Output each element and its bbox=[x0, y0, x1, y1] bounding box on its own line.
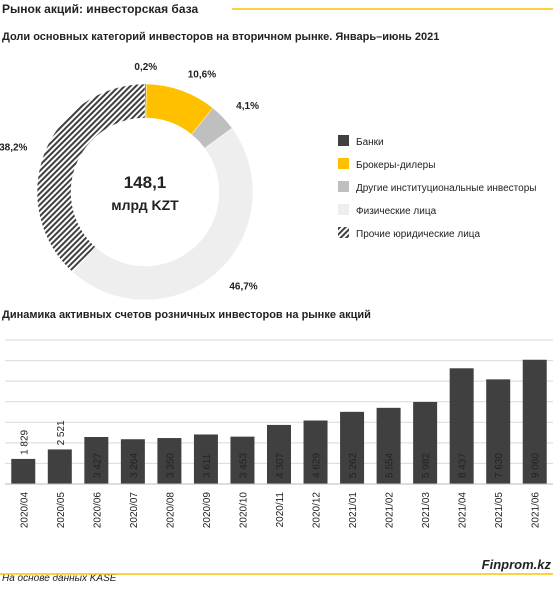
value-label: 7 630 bbox=[494, 453, 505, 478]
pie-slice bbox=[72, 127, 254, 301]
legend-label: Физические лица bbox=[356, 206, 437, 217]
value-label: 3 427 bbox=[92, 453, 103, 478]
bar bbox=[193, 434, 218, 484]
bar bbox=[449, 368, 474, 484]
bar bbox=[47, 449, 72, 484]
value-label: 4,1% bbox=[236, 101, 259, 112]
bar bbox=[267, 424, 291, 484]
legend-swatch bbox=[338, 227, 349, 238]
x-tick-label: 2021/02 bbox=[385, 492, 396, 529]
value-label: 10,6% bbox=[188, 69, 216, 80]
x-tick-label: 2020/12 bbox=[312, 492, 323, 529]
bar bbox=[230, 436, 255, 484]
value-label: 38,2% bbox=[0, 143, 28, 154]
x-tick-label: 2021/03 bbox=[421, 492, 432, 529]
legend-swatch bbox=[338, 204, 349, 215]
value-label: 5 262 bbox=[348, 453, 359, 478]
legend-label: Другие институциональные инвесторы bbox=[356, 183, 536, 194]
legend-swatch bbox=[338, 181, 349, 192]
value-label: 5 554 bbox=[385, 453, 396, 478]
x-tick-label: 2021/01 bbox=[348, 492, 359, 529]
pie-slice bbox=[36, 83, 146, 273]
value-label: 3 453 bbox=[238, 453, 249, 478]
x-tick-label: 2020/10 bbox=[238, 492, 249, 529]
value-label: 4 307 bbox=[275, 453, 286, 478]
bar bbox=[84, 437, 109, 484]
x-tick-label: 2021/05 bbox=[494, 492, 505, 529]
value-label: 4 629 bbox=[312, 453, 323, 478]
legend-label: Брокеры-дилеры bbox=[356, 160, 435, 171]
value-label: 46,7% bbox=[229, 282, 257, 293]
value-label: 0,2% bbox=[134, 62, 157, 73]
value-label: 2 521 bbox=[56, 420, 67, 445]
bar bbox=[157, 438, 182, 484]
bar bbox=[522, 359, 547, 484]
x-tick-label: 2020/04 bbox=[19, 492, 30, 529]
bar bbox=[11, 458, 36, 484]
legend-label: Банки bbox=[356, 137, 384, 148]
bar bbox=[120, 439, 145, 484]
value-label: 1 829 bbox=[19, 429, 30, 454]
source-note: На основе данных KASE bbox=[2, 573, 117, 584]
value-label: 5 982 bbox=[421, 453, 432, 478]
bar bbox=[303, 420, 328, 484]
center-value: 148,1 bbox=[124, 173, 167, 192]
legend-swatch bbox=[338, 135, 349, 146]
chart-title: Доли основных категорий инвесторов на вт… bbox=[2, 31, 439, 43]
bar bbox=[376, 407, 401, 484]
x-tick-label: 2020/11 bbox=[275, 492, 286, 528]
brand: Finprom.kz bbox=[482, 557, 552, 572]
value-label: 8 437 bbox=[458, 453, 469, 478]
bar bbox=[486, 379, 511, 484]
chart-title: Динамика активных счетов розничных инвес… bbox=[2, 309, 371, 321]
x-tick-label: 2020/05 bbox=[56, 492, 67, 529]
value-label: 9 060 bbox=[531, 453, 542, 478]
value-label: 3 611 bbox=[202, 453, 213, 478]
x-tick-label: 2021/04 bbox=[458, 492, 469, 529]
value-label: 3 264 bbox=[129, 453, 140, 478]
x-tick-label: 2021/06 bbox=[531, 492, 542, 529]
x-tick-label: 2020/07 bbox=[129, 492, 140, 529]
x-tick-label: 2020/06 bbox=[92, 492, 103, 529]
legend-label: Прочие юридические лица bbox=[356, 229, 481, 240]
x-tick-label: 2020/08 bbox=[165, 492, 176, 529]
center-unit: млрд KZT bbox=[111, 197, 179, 213]
x-tick-label: 2020/09 bbox=[202, 492, 213, 529]
legend-swatch bbox=[338, 158, 349, 169]
bar bbox=[340, 411, 365, 484]
bar bbox=[413, 401, 438, 484]
page-title: Рынок акций: инвесторская база bbox=[2, 2, 198, 16]
value-label: 3 350 bbox=[165, 453, 176, 478]
